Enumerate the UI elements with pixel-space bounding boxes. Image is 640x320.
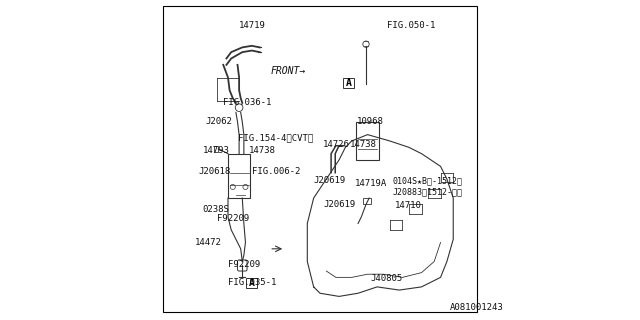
- Bar: [363, 198, 371, 204]
- Text: F92209: F92209: [228, 260, 260, 269]
- Text: 0104S★B（-1512）: 0104S★B（-1512）: [393, 176, 463, 185]
- Bar: [214, 146, 218, 152]
- Text: 14738: 14738: [350, 140, 377, 148]
- Text: J2062: J2062: [206, 117, 233, 126]
- Bar: [228, 154, 250, 198]
- Text: J40805: J40805: [371, 275, 403, 284]
- Text: A: A: [249, 278, 255, 288]
- FancyBboxPatch shape: [343, 78, 354, 88]
- Text: FIG.035-1: FIG.035-1: [228, 278, 276, 287]
- Text: 14710: 14710: [394, 202, 421, 211]
- Text: 14738: 14738: [248, 146, 275, 155]
- Bar: [356, 122, 379, 160]
- Text: 14793: 14793: [203, 146, 230, 155]
- Text: A: A: [346, 78, 351, 88]
- Text: F92209: F92209: [217, 214, 249, 223]
- Text: FIG.006-2: FIG.006-2: [252, 167, 300, 176]
- Text: J20618: J20618: [199, 167, 231, 176]
- Text: J20619: J20619: [323, 200, 355, 209]
- Text: 10968: 10968: [356, 117, 383, 126]
- FancyBboxPatch shape: [237, 260, 247, 271]
- Text: FIG.036-1: FIG.036-1: [223, 99, 271, 108]
- Text: 14719: 14719: [239, 21, 266, 30]
- Text: FIG.050-1: FIG.050-1: [387, 21, 435, 30]
- Text: FIG.154-4〈CVT〉: FIG.154-4〈CVT〉: [237, 133, 313, 142]
- Text: 14472: 14472: [195, 238, 221, 247]
- Text: J20883（1512-　）: J20883（1512- ）: [393, 187, 463, 196]
- Text: 0238S: 0238S: [203, 205, 230, 214]
- Text: 14726: 14726: [323, 140, 350, 148]
- FancyBboxPatch shape: [246, 278, 257, 288]
- Text: A081001243: A081001243: [450, 303, 504, 312]
- Text: J20619: J20619: [314, 176, 346, 185]
- Text: 14719A: 14719A: [355, 179, 387, 188]
- Text: FRONT→: FRONT→: [271, 66, 306, 76]
